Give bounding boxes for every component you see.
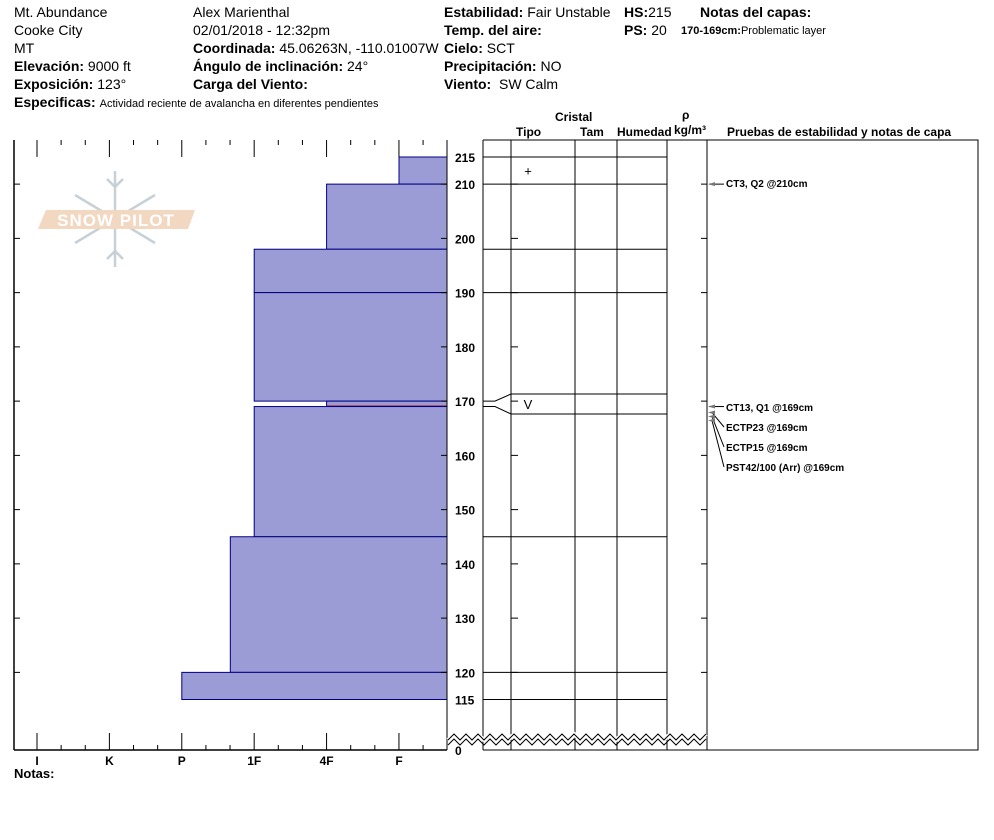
elevation: Elevación: 9000 ft <box>14 58 131 74</box>
state: MT <box>14 40 35 56</box>
snowpilot-logo: SNOW PILOT <box>38 171 195 267</box>
arrow-head <box>708 410 715 415</box>
rho-header: ρ <box>682 108 690 122</box>
hardness-bar <box>229 536 448 673</box>
hardness-tick-label: I <box>35 754 38 768</box>
axis-break-line <box>447 738 707 746</box>
depth-tick-label: 210 <box>455 178 475 192</box>
depth-tick-label: 215 <box>455 151 475 165</box>
layer-boundary <box>483 393 667 402</box>
axis-break-line <box>447 733 707 741</box>
sky: Cielo: SCT <box>444 40 515 56</box>
stability-test-label: ECTP15 @169cm <box>726 443 808 454</box>
wind: Viento: SW Calm <box>444 76 559 92</box>
hardness-bar <box>326 183 448 250</box>
depth-tick-label: 130 <box>455 612 475 626</box>
hardness-tick-label: F <box>395 754 402 768</box>
hardness-tick-label: 1F <box>247 754 261 768</box>
hardness-bar <box>398 156 448 185</box>
arrow-head <box>708 418 715 423</box>
hardness-bar <box>253 292 448 402</box>
depth-tick-label: 200 <box>455 232 475 246</box>
hardness-tick-label: P <box>178 754 186 768</box>
coordinates: Coordinada: 45.06263N, -110.01007W <box>193 40 439 56</box>
observer: Alex Marienthal <box>193 4 290 20</box>
layer-note: 170-169cm:Problematic layer <box>681 25 826 37</box>
slope-angle: Ángulo de inclinación: 24° <box>193 58 369 74</box>
density-unit-header: kg/m³ <box>674 123 707 137</box>
moisture-header: Humedad <box>617 125 672 139</box>
depth-tick-label: 160 <box>455 449 475 463</box>
specifics: Especificas: Actividad reciente de avala… <box>14 94 379 110</box>
depth-tick-label: 150 <box>455 504 475 518</box>
hardness-bar <box>253 406 448 538</box>
grain-type-symbol: + <box>524 164 532 179</box>
depth-tick-label: 180 <box>455 341 475 355</box>
location: Mt. Abundance <box>14 4 108 20</box>
depth-tick-label: 120 <box>455 666 475 680</box>
air-temp: Temp. del aire: <box>444 22 542 38</box>
area: Cooke City <box>14 22 83 38</box>
layer-boundary <box>483 406 667 415</box>
tests-header: Pruebas de estabilidad y notas de capa <box>727 125 952 139</box>
depth-tick-label: 170 <box>455 395 475 409</box>
stability: Estabilidad: Fair Unstable <box>444 4 611 20</box>
stability-test-label: ECTP23 @169cm <box>726 423 808 434</box>
arrow-head <box>708 404 715 409</box>
stability-test-label: CT13, Q1 @169cm <box>726 403 813 414</box>
hs: HS:215 <box>624 4 672 20</box>
type-header: Tipo <box>516 125 542 139</box>
precipitation: Precipitación: NO <box>444 58 562 74</box>
crystal-header: Cristal <box>555 110 593 124</box>
aspect: Exposición: 123° <box>14 76 127 92</box>
depth-tick-label: 115 <box>455 694 475 708</box>
arrow-head <box>708 414 715 419</box>
ps: PS: 20 <box>624 22 667 38</box>
stability-test-label: PST42/100 (Arr) @169cm <box>726 463 844 474</box>
notes-label: Notas: <box>14 766 55 781</box>
grain-type-symbol: V <box>524 397 533 412</box>
datetime: 02/01/2018 - 12:32pm <box>193 22 330 38</box>
hardness-bar <box>253 248 448 294</box>
hardness-tick-label: K <box>105 754 114 768</box>
stability-test-label: CT3, Q2 @210cm <box>726 179 808 190</box>
size-header: Tam <box>580 125 604 139</box>
hardness-bar <box>181 671 448 700</box>
tests-panel <box>706 139 979 751</box>
depth-tick-label: 190 <box>455 287 475 301</box>
arrow-head <box>708 182 715 187</box>
logo-text: SNOW PILOT <box>57 211 175 230</box>
hardness-tick-label: 4F <box>320 754 334 768</box>
depth-tick-label: 140 <box>455 558 475 572</box>
depth-tick-label: 0 <box>455 744 462 758</box>
wind-loading: Carga del Viento: <box>193 76 308 92</box>
layer-notes-title: Notas del capas: <box>700 4 812 20</box>
test-arrow <box>711 420 725 468</box>
